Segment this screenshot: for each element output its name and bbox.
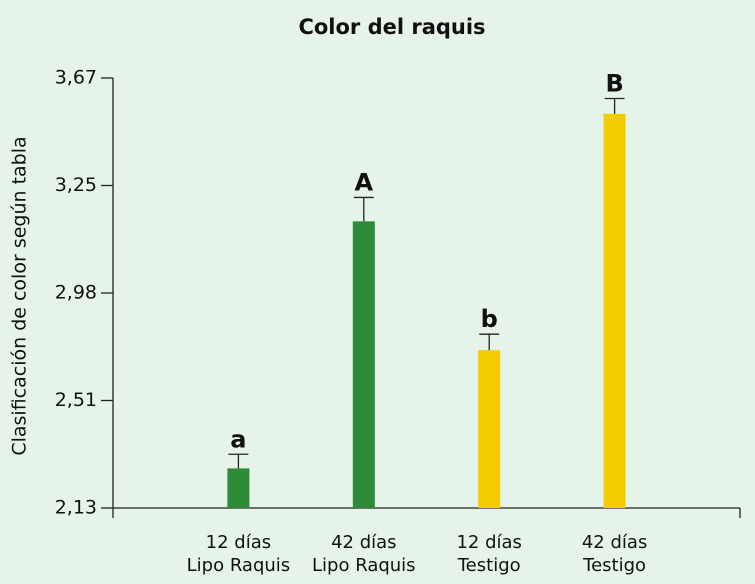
x-tick-label: 42 días	[331, 532, 396, 553]
annotation: B	[605, 69, 623, 97]
x-tick-label: 12 días	[206, 532, 271, 553]
x-tick-label: 42 días	[582, 532, 647, 553]
y-tick-label: 2,13	[55, 497, 97, 519]
y-axis-label: Clasificación de color según tabla	[9, 136, 31, 455]
bar	[227, 468, 250, 508]
x-tick-label: Lipo Raquis	[187, 555, 291, 576]
bar	[478, 350, 501, 508]
bar	[603, 113, 626, 508]
annotation: a	[230, 425, 246, 453]
chart-title: Color del raquis	[298, 15, 485, 39]
bar	[352, 221, 375, 509]
y-tick-label: 2,98	[55, 282, 97, 304]
annotation: A	[355, 168, 374, 196]
x-tick-label: 12 días	[456, 532, 521, 553]
annotation: b	[481, 305, 498, 333]
x-tick-label: Testigo	[457, 555, 521, 576]
y-tick-label: 2,51	[55, 389, 97, 411]
y-tick-label: 3,25	[55, 174, 97, 196]
x-tick-label: Testigo	[582, 555, 646, 576]
y-tick-label: 3,67	[55, 67, 97, 89]
x-tick-label: Lipo Raquis	[312, 555, 416, 576]
